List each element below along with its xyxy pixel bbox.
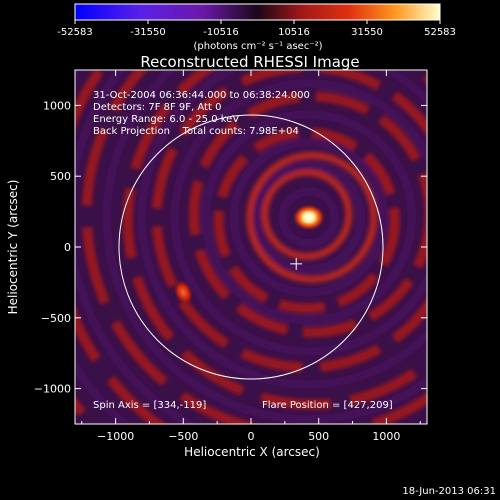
y-tick-label: 0 — [64, 241, 71, 254]
colorbar-tick-label: -52583 — [57, 27, 92, 38]
fringe-ring — [246, 151, 378, 283]
footer-timestamp: 18-Jun-2013 06:31 — [402, 486, 496, 497]
colorbar-units: (photons cm⁻² s⁻¹ asec⁻²) — [193, 41, 322, 52]
flare-source-core — [302, 212, 315, 223]
x-tick-label: −500 — [168, 430, 198, 443]
x-axis-title: Heliocentric X (arcsec) — [184, 445, 320, 459]
annotation-time: 31-Oct-2004 06:36:44.000 to 06:38:24.000 — [93, 90, 310, 101]
y-tick-label: −500 — [41, 312, 71, 325]
fringe-ring — [213, 127, 400, 314]
fringe-trough — [170, 79, 427, 356]
annotation-detectors: Detectors: 7F 8F 9F, Att 0 — [93, 102, 221, 113]
fringe-trough — [102, 70, 427, 424]
colorbar-gradient — [74, 3, 441, 21]
image-plot: −1000 −500 0 500 1000 −1000 −500 0 500 1000 — [34, 69, 428, 443]
solar-limb-circle — [118, 114, 384, 380]
fringe-rings — [75, 70, 427, 424]
y-tick-label: 500 — [50, 170, 71, 183]
x-tick-label: 0 — [248, 430, 255, 443]
colorbar-tick-label: -31550 — [130, 27, 165, 38]
spin-axis-label: Spin Axis = [334,-119] — [93, 400, 206, 411]
annotation-method: Back Projection Total counts: 7.98E+04 — [93, 126, 299, 137]
y-axis-title: Heliocentric Y (arcsec) — [6, 180, 20, 315]
fringe-trough — [137, 70, 427, 389]
x-axis-ticks: −1000 −500 0 500 1000 — [81, 70, 421, 443]
fringe-trough — [229, 138, 388, 297]
image-pattern — [75, 70, 427, 424]
fringe-ring — [261, 168, 353, 260]
y-axis-ticks: −1000 −500 0 500 1000 — [34, 99, 427, 396]
fringe-ring — [122, 70, 427, 410]
y-tick-label: −1000 — [34, 383, 71, 396]
fringe-trough — [278, 187, 339, 248]
annotation-energy: Energy Range: 6.0 - 25.0 keV — [93, 114, 239, 125]
fringe-ring — [188, 91, 427, 338]
x-tick-label: −1000 — [97, 430, 134, 443]
x-tick-label: 1000 — [372, 430, 400, 443]
fringe-trough — [252, 161, 365, 274]
x-tick-label: 500 — [308, 430, 329, 443]
colorbar-ticks: -52583 -31550 -10516 10516 31550 52583 — [57, 20, 456, 38]
spin-axis-cross — [290, 257, 303, 270]
colorbar-tick-label: 10516 — [278, 27, 310, 38]
y-tick-label: 1000 — [43, 99, 71, 112]
colorbar-tick-label: 52583 — [424, 27, 456, 38]
colorbar: -52583 -31550 -10516 10516 31550 52583 (photo… — [57, 3, 456, 52]
chart-title: Reconstructed RHESSI Image — [140, 53, 359, 71]
colorbar-tick-label: 31550 — [351, 27, 383, 38]
colorbar-tick-label: -10516 — [203, 27, 238, 38]
fringe-trough — [201, 110, 416, 325]
flare-position-label: Flare Position = [427,209] — [262, 400, 393, 411]
secondary-source-blob — [173, 279, 194, 305]
